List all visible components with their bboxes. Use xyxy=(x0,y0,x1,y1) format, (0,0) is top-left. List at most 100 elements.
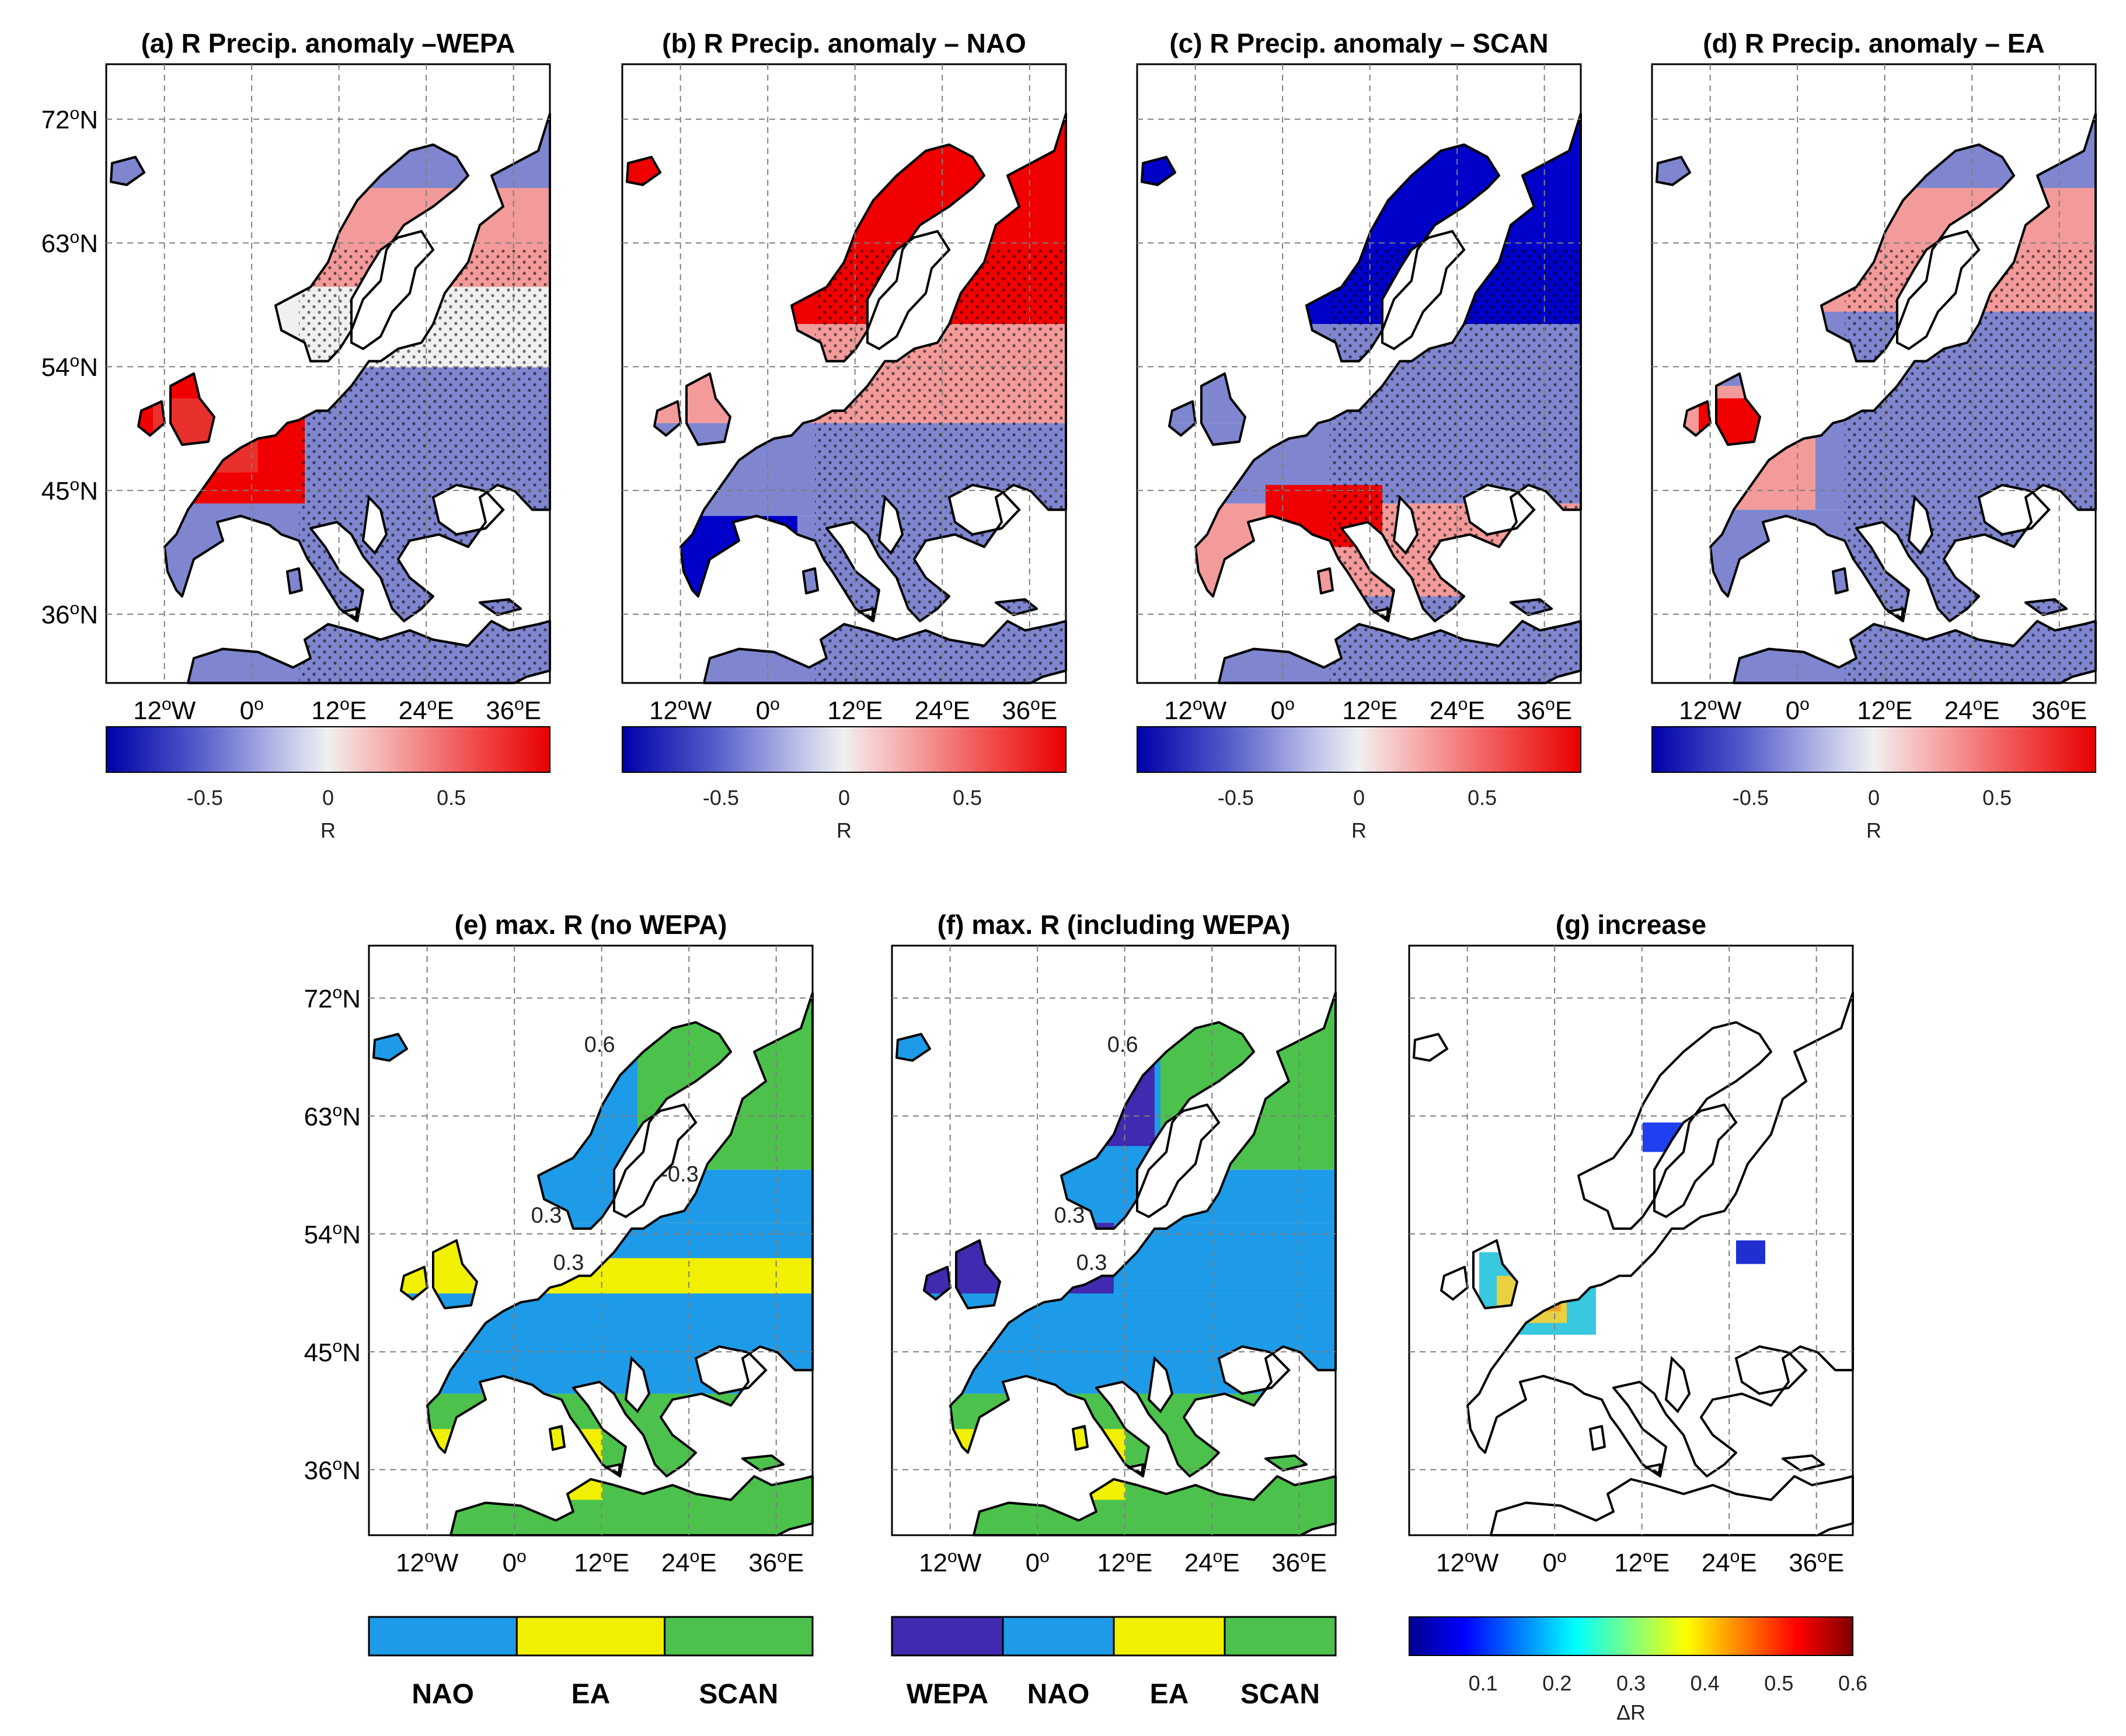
colorbar-tick-label: 0.2 xyxy=(1542,1671,1571,1695)
increase-patch xyxy=(1736,1240,1765,1264)
colorbar-tick-label: -0.5 xyxy=(1218,786,1254,810)
lon-tick-label: 12oE xyxy=(574,1547,629,1577)
colorbar xyxy=(106,726,550,773)
colorbar xyxy=(1409,1616,1853,1656)
map-panel: 12oW 0o 12oE 24oE 36oE xyxy=(1651,63,2096,725)
lon-tick-label: 36oE xyxy=(1517,695,1572,725)
legend-label: SCAN xyxy=(699,1679,778,1710)
colorbar-tick-label: 0.4 xyxy=(1691,1671,1720,1695)
panel-e: (e) max. R (no WEPA) 72oN 63oN 54oN 45oN 36oN… xyxy=(304,909,813,1710)
lat-tick-label: 63oN xyxy=(41,228,98,258)
legend-label: NAO xyxy=(412,1679,474,1710)
lon-tick-label: 12oE xyxy=(1857,695,1912,725)
lat-tick-label: 63oN xyxy=(304,1101,361,1131)
lon-tick-label: 12oW xyxy=(649,695,712,725)
panel-a: (a) R Precip. anomaly –WEPA 72oN 63oN 54oN 4… xyxy=(41,28,550,842)
panel-title: (g) increase xyxy=(1556,909,1706,940)
colorbar xyxy=(622,726,1067,773)
lon-tick-label: 0o xyxy=(1543,1547,1567,1577)
lon-tick-label: 36oE xyxy=(748,1547,804,1577)
legend-label: NAO xyxy=(1027,1679,1090,1710)
panel-title: (b) R Precip. anomaly – NAO xyxy=(662,28,1026,58)
lat-tick-label: 36oN xyxy=(41,599,98,629)
lat-tick-label: 54oN xyxy=(41,351,98,382)
legend-label: EA xyxy=(571,1679,611,1710)
colorbar xyxy=(1651,726,2096,773)
legend-swatch-ea xyxy=(1113,1616,1226,1657)
lon-tick-label: 12oW xyxy=(1436,1547,1499,1577)
lat-tick-label: 54oN xyxy=(304,1219,361,1249)
legend-label: WEPA xyxy=(907,1679,988,1710)
colorbar-label: R xyxy=(1866,818,1881,842)
lon-tick-label: 24oE xyxy=(1944,695,2000,725)
map-panel: 72oN 63oN 54oN 45oN 36oN 12oW 0o 12oE 24oE 36oE xyxy=(41,63,550,725)
lat-tick-label: 45oN xyxy=(41,475,98,506)
lon-tick-label: 0o xyxy=(1026,1547,1050,1577)
lon-tick-label: 12oE xyxy=(1614,1547,1670,1577)
colorbar-label: R xyxy=(837,818,852,842)
lon-tick-label: 0o xyxy=(240,695,264,725)
lon-tick-label: 24oE xyxy=(1430,695,1485,725)
lat-tick-label: 72oN xyxy=(304,983,361,1013)
colorbar-tick-label: 0 xyxy=(322,786,334,810)
map-panel: 12oW 0o 12oE 24oE 36oE xyxy=(1408,944,1853,1577)
colorbar-label: R xyxy=(320,818,336,842)
panel-b: (b) R Precip. anomaly – NAO 12oW 0o 12oE 24o… xyxy=(621,28,1067,842)
panel-c: (c) R Precip. anomaly – SCAN 12oW 0o 12oE 24… xyxy=(1136,28,1581,842)
colorbar-tick-label: 0.5 xyxy=(1764,1671,1793,1695)
legend-swatch-nao xyxy=(368,1616,518,1657)
colorbar-tick-label: 0.5 xyxy=(953,786,982,810)
lon-tick-label: 0o xyxy=(503,1547,527,1577)
panel-title: (e) max. R (no WEPA) xyxy=(455,909,727,940)
lon-tick-label: 24oE xyxy=(915,695,970,725)
map-panel: 12oW 0o 12oE 24oE 36oE xyxy=(621,63,1066,725)
colorbar-label: R xyxy=(1351,818,1367,842)
lon-tick-label: 24oE xyxy=(399,695,454,725)
colorbar-tick-label: -0.5 xyxy=(1733,786,1769,810)
lon-tick-label: 36oE xyxy=(1002,695,1057,725)
top-panels: (a) R Precip. anomaly –WEPA 72oN 63oN 54oN 4… xyxy=(41,28,2096,842)
lon-tick-label: 0o xyxy=(1271,695,1295,725)
lon-tick-label: 24oE xyxy=(1702,1547,1757,1577)
contour-label: 0.6 xyxy=(1107,1033,1138,1057)
contour-label: 0.6 xyxy=(584,1033,615,1057)
legend-label: SCAN xyxy=(1240,1679,1320,1710)
contour-label: 0.3 xyxy=(1054,1204,1085,1228)
lon-tick-label: 12oE xyxy=(827,695,883,725)
panel-title: (d) R Precip. anomaly – EA xyxy=(1703,28,2044,58)
lon-tick-label: 12oE xyxy=(1342,695,1397,725)
panel-title: (a) R Precip. anomaly –WEPA xyxy=(141,28,515,58)
lon-tick-label: 12oW xyxy=(133,695,196,725)
colorbar-tick-label: 0.5 xyxy=(1982,786,2012,810)
lon-tick-label: 24oE xyxy=(661,1547,717,1577)
lon-tick-label: 12oW xyxy=(396,1547,459,1577)
lon-tick-label: 12oW xyxy=(919,1547,982,1577)
colorbar-tick-label: 0 xyxy=(1868,786,1880,810)
colorbar-tick-label: -0.5 xyxy=(187,786,223,810)
colorbar-tick-label: 0.1 xyxy=(1469,1671,1498,1695)
lat-tick-label: 72oN xyxy=(41,104,98,134)
contour-label: -0.3 xyxy=(660,1162,698,1187)
map-panel: 12oW 0o 12oE 24oE 36oE xyxy=(1136,63,1581,725)
panel-g: (g) increase 12oW 0o 12oE 24oE 36oE 0.1 0.2 0.3 0… xyxy=(1408,909,1867,1724)
colorbar-tick-label: 0 xyxy=(1353,786,1365,810)
colorbar-tick-label: -0.5 xyxy=(703,786,739,810)
panel-f: (f) max. R (including WEPA) 12oW 0o 12oE 24o… xyxy=(891,909,1337,1710)
colorbar-tick-label: 0 xyxy=(838,786,850,810)
colorbar-tick-label: 0.5 xyxy=(1468,786,1497,810)
legend-swatch-scan xyxy=(1224,1616,1337,1657)
lon-tick-label: 24oE xyxy=(1184,1547,1240,1577)
contour-label: 0.3 xyxy=(531,1204,562,1228)
panel-title: (c) R Precip. anomaly – SCAN xyxy=(1169,28,1548,58)
contour-label: 0.3 xyxy=(553,1251,584,1275)
lon-tick-label: 36oE xyxy=(2031,695,2087,725)
lon-tick-label: 0o xyxy=(756,695,780,725)
lat-tick-label: 36oN xyxy=(304,1455,361,1485)
lon-tick-label: 12oE xyxy=(1097,1547,1152,1577)
legend-label: EA xyxy=(1150,1679,1189,1710)
legend-swatch-nao xyxy=(1002,1616,1115,1657)
lon-tick-label: 36oE xyxy=(1271,1547,1327,1577)
colorbar xyxy=(1137,726,1581,773)
legend-swatch-ea xyxy=(515,1616,666,1657)
